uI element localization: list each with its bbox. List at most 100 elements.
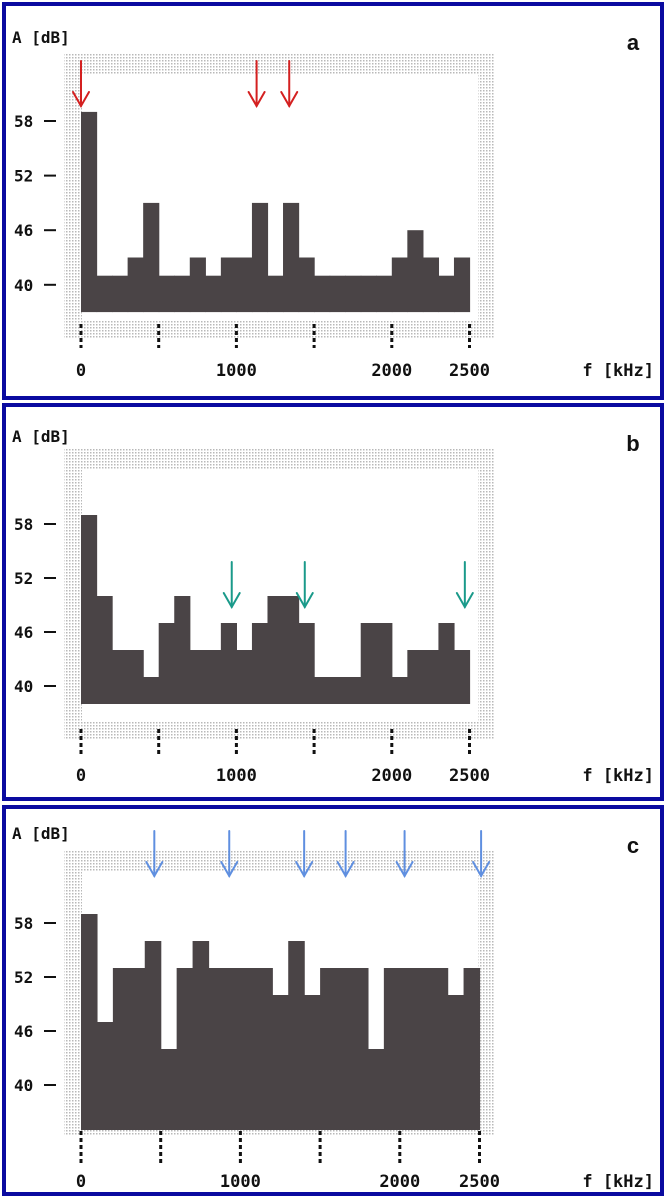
y-tick-label: 40 <box>14 1076 33 1095</box>
bar <box>112 650 129 704</box>
arrow-icon <box>295 561 314 610</box>
arrow-head <box>145 861 164 879</box>
arrow-icon <box>280 60 299 109</box>
bar <box>143 677 160 704</box>
arrow-icon <box>472 830 491 879</box>
bar <box>127 257 144 313</box>
bar <box>205 650 222 704</box>
arrow-head <box>247 91 266 109</box>
bar <box>283 202 300 313</box>
x-tick-label: 1000 <box>220 1172 261 1192</box>
bar <box>189 257 206 313</box>
arrow-icon <box>455 561 474 610</box>
bar <box>112 968 130 1130</box>
x-axis-label: f [kHz] <box>582 1172 654 1192</box>
bar <box>251 202 269 313</box>
x-tick-label: 2500 <box>449 361 490 381</box>
bar <box>453 650 471 704</box>
bar <box>336 968 353 1130</box>
arrow-head <box>72 91 90 109</box>
bar <box>360 275 377 313</box>
bar <box>314 677 331 704</box>
bar <box>224 968 241 1130</box>
arrow-head <box>295 861 314 879</box>
x-tick-label: 1000 <box>216 766 257 786</box>
arrow-icon <box>295 830 314 879</box>
bar <box>205 275 222 313</box>
bar <box>81 111 98 313</box>
bar <box>267 275 284 313</box>
arrow-head <box>395 861 414 879</box>
arrow-icon <box>222 561 241 610</box>
bar <box>96 275 113 313</box>
bar <box>236 650 253 704</box>
bar <box>192 941 210 1130</box>
bar <box>314 275 331 313</box>
bar <box>320 968 337 1130</box>
x-tick-label: 2500 <box>459 1172 500 1192</box>
bar <box>463 968 481 1130</box>
y-tick-label: 58 <box>14 914 33 933</box>
bar <box>174 275 191 313</box>
bar <box>367 1049 385 1130</box>
bar <box>112 275 129 313</box>
bar <box>251 623 269 704</box>
bar <box>81 914 98 1130</box>
y-tick-label: 52 <box>14 167 33 186</box>
y-tick-label: 40 <box>14 677 33 696</box>
bar <box>189 650 206 704</box>
bar <box>407 650 424 704</box>
bar <box>422 650 440 704</box>
panel-label: a <box>627 30 640 55</box>
arrow-icon <box>72 60 90 109</box>
bar <box>267 596 284 704</box>
bar <box>329 677 346 704</box>
bar <box>376 623 393 704</box>
arrow-head <box>222 592 241 610</box>
y-tick-label: 52 <box>14 569 33 588</box>
spectrum-chart-b: 40 46 52 58 0 1000 2000 2500 A [dB] f [kHz] b <box>12 427 654 786</box>
x-tick-label: 2000 <box>371 361 412 381</box>
bar <box>438 623 455 704</box>
y-axis-label: A [dB] <box>12 824 70 843</box>
arrow-head <box>472 861 491 879</box>
bar <box>345 275 362 313</box>
bar <box>304 995 321 1130</box>
x-axis-label: f [kHz] <box>582 361 654 381</box>
panel-a: 40 46 52 58 0 1000 2000 2500 A [dB] f [kHz] a <box>2 2 664 400</box>
bar <box>220 623 237 704</box>
bar <box>431 968 449 1130</box>
bar <box>240 968 257 1130</box>
x-tick-label: 2000 <box>371 766 412 786</box>
bar <box>407 230 424 313</box>
spectrum-chart-c: 40 46 52 58 0 1000 2000 2500 A [dB] f [kHz] c <box>12 824 654 1192</box>
x-tick-label: 2000 <box>379 1172 420 1192</box>
arrow-icon <box>336 830 355 879</box>
bar <box>158 275 175 313</box>
bar <box>143 202 160 313</box>
arrow-head <box>220 861 239 879</box>
bar <box>298 623 315 704</box>
bar <box>256 968 273 1130</box>
y-axis-label: A [dB] <box>12 28 70 47</box>
panel-label: b <box>626 431 639 456</box>
bar <box>447 995 465 1130</box>
bar <box>453 257 471 313</box>
bar <box>208 968 226 1130</box>
y-tick-label: 58 <box>14 515 33 534</box>
bar <box>360 623 377 704</box>
bar <box>272 995 289 1130</box>
panel-label: c <box>627 833 639 858</box>
bar <box>283 596 300 704</box>
bar <box>391 677 408 704</box>
bar <box>415 968 433 1130</box>
bar <box>345 677 362 704</box>
y-axis-label: A [dB] <box>12 427 70 446</box>
bar <box>298 257 315 313</box>
arrow-icon <box>145 830 164 879</box>
y-tick-label: 46 <box>14 221 33 240</box>
panel-b: 40 46 52 58 0 1000 2000 2500 A [dB] f [kHz] b <box>2 403 664 801</box>
bar <box>391 257 408 313</box>
arrow-icon <box>220 830 239 879</box>
bar <box>174 596 191 704</box>
